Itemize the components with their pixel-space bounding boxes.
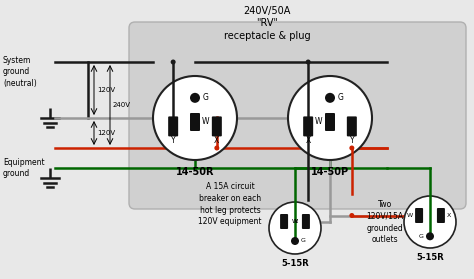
FancyBboxPatch shape <box>212 116 222 136</box>
Text: X: X <box>294 219 298 224</box>
Text: X: X <box>447 213 451 218</box>
Text: 5-15R: 5-15R <box>281 259 309 268</box>
Text: W: W <box>407 213 413 218</box>
Text: G: G <box>301 239 306 244</box>
Text: 240V/50A
"RV"
receptacle & plug: 240V/50A "RV" receptacle & plug <box>224 6 310 41</box>
Text: G: G <box>419 234 424 239</box>
Circle shape <box>349 213 355 218</box>
Text: 5-15R: 5-15R <box>416 254 444 263</box>
Text: Two
120V/15A
grounded
outlets: Two 120V/15A grounded outlets <box>366 200 403 244</box>
Circle shape <box>404 196 456 248</box>
Circle shape <box>214 146 219 150</box>
Text: X: X <box>306 136 311 145</box>
Circle shape <box>153 76 237 160</box>
Circle shape <box>426 232 434 240</box>
Text: 14-50R: 14-50R <box>176 167 214 177</box>
Text: A 15A circuit
breaker on each
hot leg protects
120V equipment: A 15A circuit breaker on each hot leg pr… <box>198 182 262 226</box>
FancyBboxPatch shape <box>129 22 466 209</box>
Text: 120V: 120V <box>97 87 115 93</box>
FancyBboxPatch shape <box>415 208 423 223</box>
Text: 240V: 240V <box>113 102 131 108</box>
FancyBboxPatch shape <box>280 214 288 229</box>
Text: Y: Y <box>349 136 354 145</box>
FancyBboxPatch shape <box>325 113 335 131</box>
Text: W: W <box>315 117 322 126</box>
Text: 14-50P: 14-50P <box>311 167 349 177</box>
FancyBboxPatch shape <box>190 113 200 131</box>
Text: W: W <box>292 219 298 224</box>
FancyBboxPatch shape <box>302 214 310 229</box>
Text: W: W <box>202 117 210 126</box>
Circle shape <box>349 146 355 150</box>
FancyBboxPatch shape <box>437 208 445 223</box>
Circle shape <box>291 237 299 245</box>
Text: System
ground
(neutral): System ground (neutral) <box>3 56 37 88</box>
Circle shape <box>171 59 176 64</box>
FancyBboxPatch shape <box>303 116 313 136</box>
FancyBboxPatch shape <box>168 116 178 136</box>
Text: Equipment
ground: Equipment ground <box>3 158 45 178</box>
Text: G: G <box>338 93 344 102</box>
Circle shape <box>325 93 335 103</box>
Circle shape <box>306 59 310 64</box>
Circle shape <box>288 76 372 160</box>
Text: Y: Y <box>171 136 175 145</box>
Circle shape <box>269 202 321 254</box>
Text: X: X <box>214 136 219 145</box>
FancyBboxPatch shape <box>347 116 357 136</box>
Text: G: G <box>203 93 209 102</box>
Circle shape <box>190 93 200 103</box>
Text: 120V: 120V <box>97 130 115 136</box>
